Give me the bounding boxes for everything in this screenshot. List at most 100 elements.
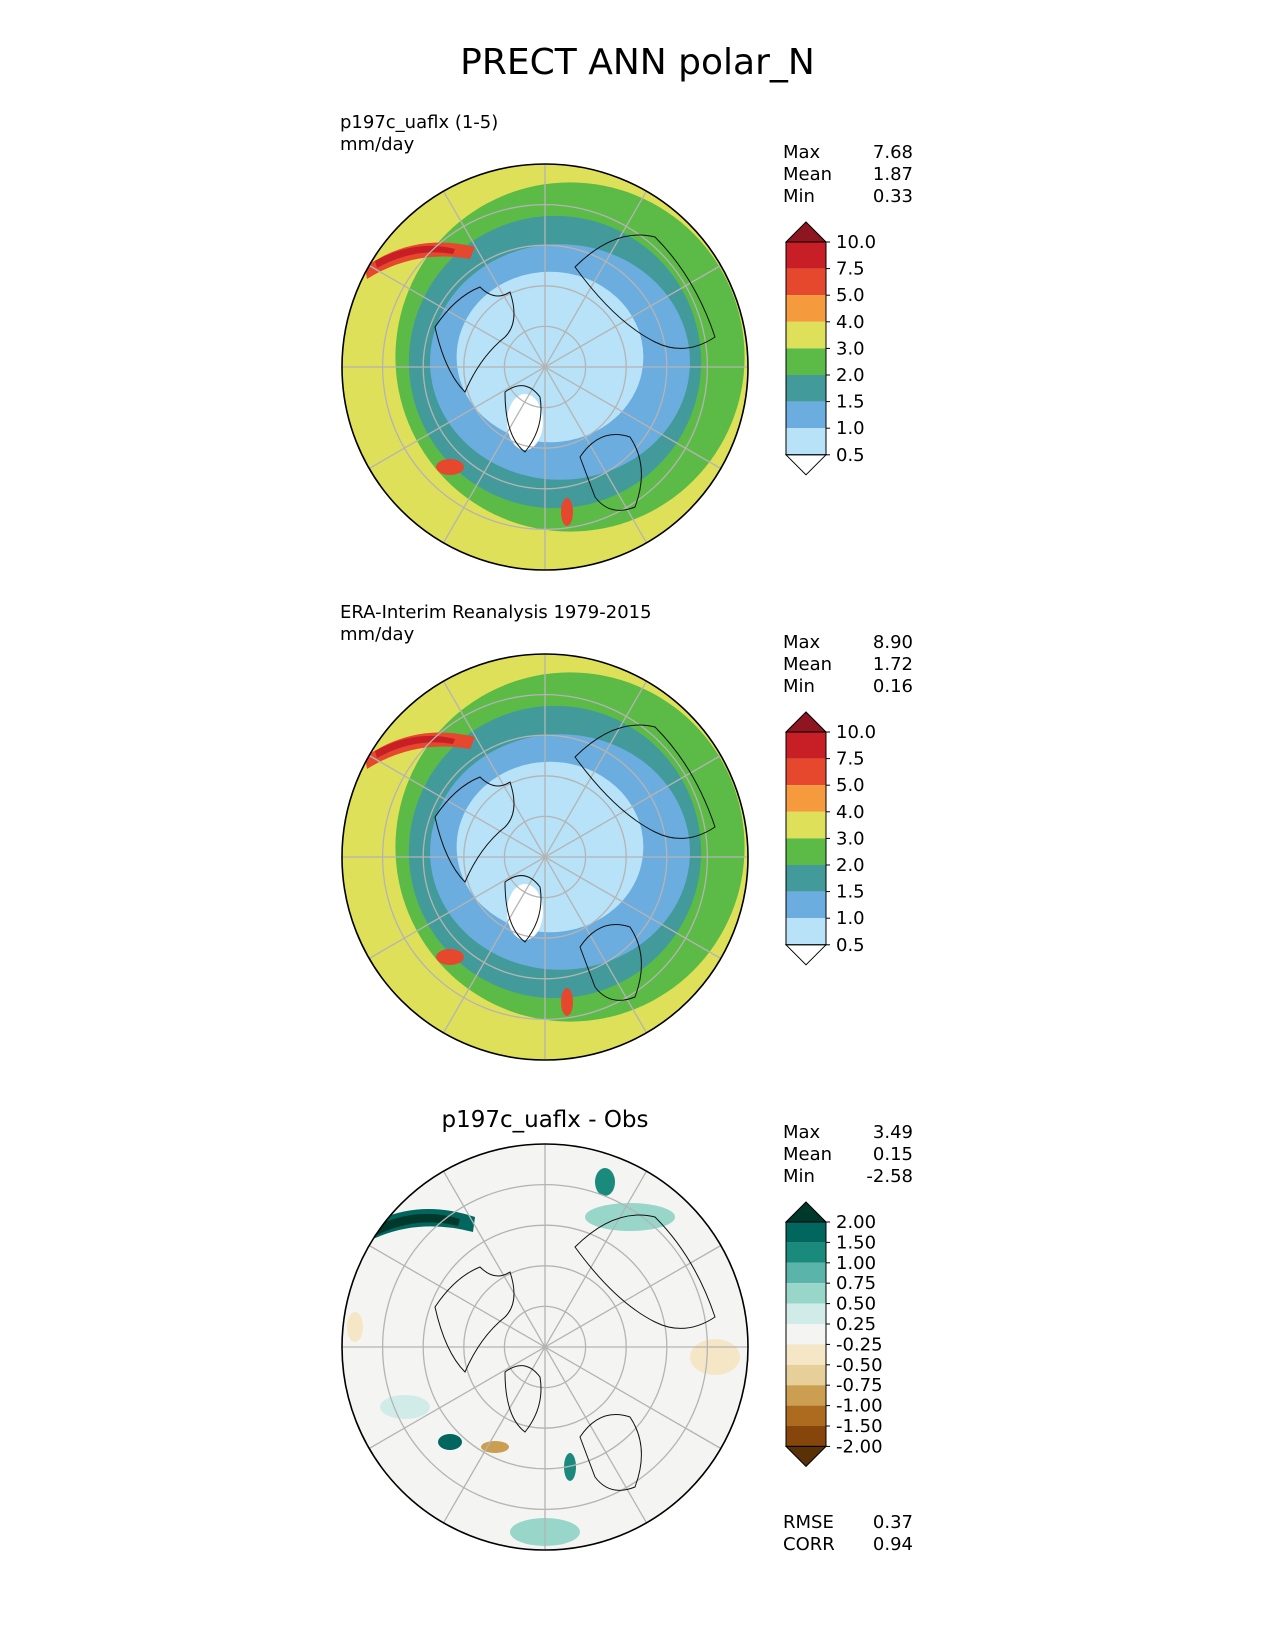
colorbar-tick-label: 4.0: [836, 312, 865, 333]
colorbar-segment: [786, 785, 826, 812]
colorbar-segment: [786, 1426, 826, 1447]
storm-track: [375, 245, 455, 268]
colorbar-tick-label: 2.0: [836, 855, 865, 876]
coastline-greenland: [504, 875, 542, 943]
panel-1-units: mm/day: [340, 134, 415, 155]
colorbar-tick-label: 1.5: [836, 882, 865, 903]
diff-band: [690, 1339, 740, 1375]
panel-2-title: ERA-Interim Reanalysis 1979-2015: [340, 602, 652, 623]
coastline-canada: [434, 286, 515, 393]
storm-spot: [436, 949, 464, 965]
field-band: [456, 761, 644, 933]
stat-label: Mean: [783, 654, 833, 675]
map-field-panel-2: [342, 654, 748, 1060]
coastline-scandinavia: [579, 1414, 642, 1491]
stat-value: 0.15: [872, 1144, 913, 1165]
coastline-greenland: [504, 1365, 542, 1433]
colorbar-segment: [786, 1242, 826, 1263]
colorbar-segment: [786, 242, 826, 269]
map-field-panel-3: [342, 1144, 748, 1550]
metric-label: CORR: [783, 1534, 835, 1555]
stat-label: Mean: [783, 164, 833, 185]
stat-label: Min: [783, 186, 815, 207]
stat-value: 0.16: [872, 676, 913, 697]
colorbar-tick-label: -1.00: [836, 1396, 883, 1417]
stat-label: Mean: [783, 1144, 833, 1165]
colorbar-tick-label: 5.0: [836, 285, 865, 306]
colorbar-tick-label: 1.5: [836, 392, 865, 413]
metric-value: 0.37: [872, 1512, 913, 1533]
stat-value: 3.49: [872, 1122, 913, 1143]
storm-spot: [436, 459, 464, 475]
colorbar-segment: [786, 1222, 826, 1243]
storm-track: [375, 735, 455, 758]
stat-value: 7.68: [872, 142, 913, 163]
storm-spot: [561, 498, 573, 526]
colorbar-extend-min: [784, 454, 828, 476]
colorbar-tick-label: 2.00: [836, 1212, 876, 1233]
colorbar-extend-max: [784, 711, 828, 733]
colorbar-extend-max: [784, 221, 828, 243]
colorbar-panel-1: 10.0 7.5 5.0 4.0 3.0 2.0 1.5 1.0 0.5: [784, 221, 876, 476]
diff-band: [370, 1213, 460, 1237]
colorbar-tick-label: 0.5: [836, 935, 865, 956]
diff-band: [564, 1453, 576, 1481]
colorbar-segment: [786, 321, 826, 349]
colorbar-tick-label: 3.0: [836, 338, 865, 359]
metric-value: 0.94: [872, 1534, 913, 1555]
colorbar-segment: [786, 811, 826, 839]
colorbar-segment: [786, 758, 826, 786]
stat-value: 1.72: [872, 654, 913, 675]
coastline-greenland: [504, 385, 542, 453]
colorbar-segment: [786, 348, 826, 375]
coastline-siberia: [574, 724, 716, 839]
panel-1-title: p197c_uaflx (1-5): [340, 112, 499, 133]
panel-3-stats: Max 3.49 Mean 0.15 Min -2.58: [783, 1122, 913, 1188]
panel-3-metrics: RMSE 0.37 CORR 0.94: [783, 1512, 913, 1556]
colorbar-extend-min: [784, 944, 828, 966]
colorbar-tick-label: 0.5: [836, 445, 865, 466]
colorbar-panel-2: 10.0 7.5 5.0 4.0 3.0 2.0 1.5 1.0 0.5: [784, 711, 876, 966]
colorbar-segment: [786, 1262, 826, 1284]
metric-label: RMSE: [783, 1512, 834, 1533]
panel-2-units: mm/day: [340, 624, 415, 645]
storm-spot: [561, 988, 573, 1016]
colorbar-segment: [786, 1385, 826, 1406]
stat-label: Max: [783, 1122, 821, 1143]
colorbar-tick-label: -2.00: [836, 1436, 883, 1457]
colorbar-tick-label: 5.0: [836, 775, 865, 796]
colorbar-segment: [786, 1324, 826, 1345]
stat-value: 0.33: [872, 186, 913, 207]
colorbar-tick-label: 4.0: [836, 802, 865, 823]
diff-band: [595, 1168, 615, 1196]
meridian-line: [368, 264, 722, 470]
coastline-siberia: [574, 1214, 716, 1329]
coastline-canada: [434, 776, 515, 883]
meridian-line: [368, 1244, 722, 1450]
colorbar-tick-label: -1.50: [836, 1416, 883, 1437]
colorbar-segment: [786, 1283, 826, 1304]
stat-label: Max: [783, 142, 821, 163]
colorbar-extend-min: [784, 1445, 828, 1468]
colorbar-segment: [786, 295, 826, 322]
colorbar-frame: [785, 1221, 827, 1447]
colorbar-segment: [786, 838, 826, 865]
coastline-scandinavia: [579, 924, 642, 1001]
diff-band: [585, 1203, 675, 1231]
stat-label: Min: [783, 676, 815, 697]
field-band: [507, 394, 543, 450]
colorbar-tick-label: 3.0: [836, 828, 865, 849]
meridian-line: [368, 754, 722, 960]
colorbar-segment: [786, 401, 826, 429]
diff-band: [438, 1434, 462, 1450]
panel-2-stats: Max 8.90 Mean 1.72 Min 0.16: [783, 632, 913, 698]
stat-label: Max: [783, 632, 821, 653]
coastline-scandinavia: [579, 434, 642, 511]
diff-band: [481, 1441, 509, 1453]
colorbar-tick-label: 1.00: [836, 1253, 876, 1274]
colorbar-tick-label: 7.5: [836, 259, 865, 280]
colorbar-tick-label: 0.50: [836, 1294, 876, 1315]
colorbar-tick-label: 2.0: [836, 365, 865, 386]
colorbar-segment: [786, 891, 826, 919]
stat-value: -2.58: [866, 1166, 913, 1187]
